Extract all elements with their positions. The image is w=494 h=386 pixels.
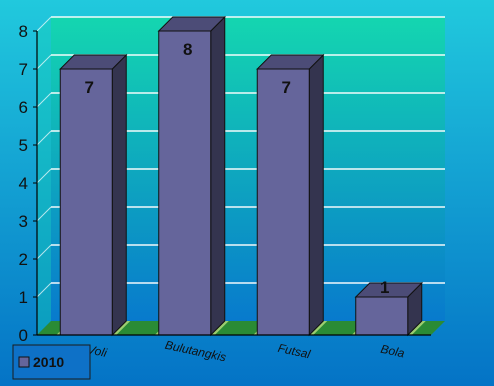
bar-front bbox=[59, 68, 113, 336]
x-category-label: Futsal bbox=[277, 341, 312, 362]
gridline-side bbox=[36, 168, 52, 184]
y-tick-label: 1 bbox=[19, 288, 28, 307]
gridline-side bbox=[36, 54, 52, 70]
bar bbox=[253, 53, 328, 337]
legend-swatch bbox=[18, 356, 30, 368]
data-label: 1 bbox=[380, 278, 389, 297]
y-tick-label: 3 bbox=[19, 212, 28, 231]
bar-side bbox=[210, 15, 226, 337]
y-tick-label: 0 bbox=[19, 326, 28, 345]
x-category-label: Voli bbox=[86, 342, 108, 360]
data-label: 7 bbox=[85, 78, 94, 97]
gridline-side bbox=[36, 16, 52, 32]
bar-side bbox=[111, 53, 127, 337]
bar-front bbox=[355, 296, 409, 336]
x-category-label: Bola bbox=[379, 342, 406, 361]
y-tick-label: 2 bbox=[19, 250, 28, 269]
axes bbox=[33, 30, 431, 336]
bar-front bbox=[158, 30, 212, 336]
data-label: 7 bbox=[282, 78, 291, 97]
legend: 2010 bbox=[12, 344, 91, 380]
bar bbox=[154, 15, 229, 337]
bar-side bbox=[308, 53, 324, 337]
gridline-side bbox=[36, 92, 52, 108]
gridline-side bbox=[36, 244, 52, 260]
data-label: 8 bbox=[183, 40, 192, 59]
bars bbox=[56, 15, 426, 337]
y-tick-label: 6 bbox=[19, 98, 28, 117]
floor bbox=[37, 321, 445, 335]
gridline-side bbox=[36, 206, 52, 222]
y-tick-label: 8 bbox=[19, 22, 28, 41]
bar bbox=[351, 281, 426, 337]
gridline-side bbox=[36, 130, 52, 146]
y-tick-label: 7 bbox=[19, 60, 28, 79]
bar-front bbox=[256, 68, 310, 336]
y-tick-label: 4 bbox=[19, 174, 28, 193]
y-tick-label: 5 bbox=[19, 136, 28, 155]
gridline-side bbox=[36, 282, 52, 298]
bar bbox=[56, 53, 131, 337]
legend-label: 2010 bbox=[33, 354, 64, 370]
